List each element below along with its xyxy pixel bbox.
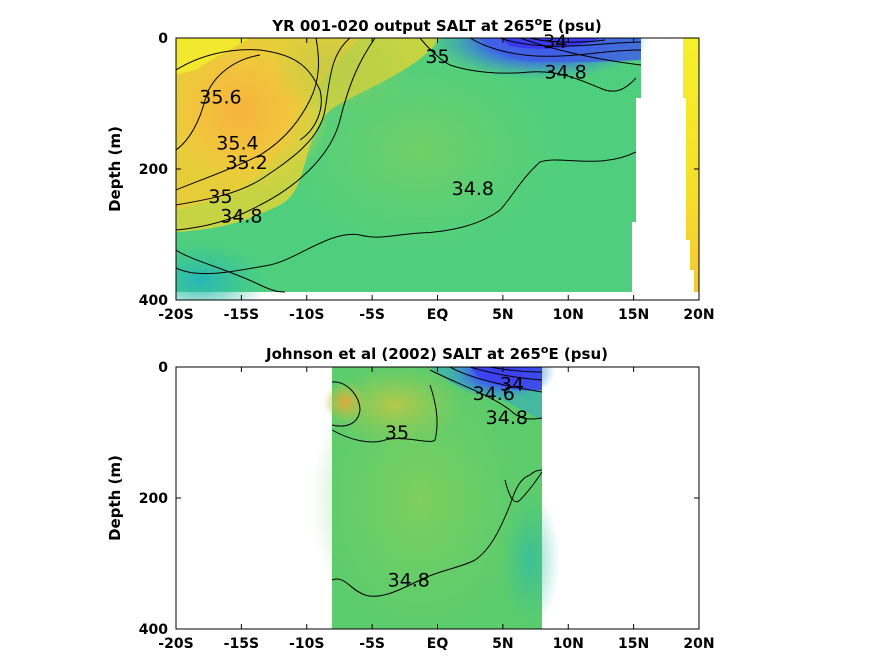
top-ticks: -20S -15S -10S -5S EQ 5N 10N 15N 20N 0 200 400 [139, 31, 715, 323]
top-contour-label: 35 [425, 46, 449, 68]
top-contour-label: 34.8 [544, 62, 586, 84]
top-contour-field [176, 38, 650, 300]
top-x-tick-label: -10S [289, 307, 324, 323]
top-right-strip [683, 38, 699, 292]
top-x-tick-label: -20S [158, 307, 193, 323]
top-x-tick-label: 20N [683, 307, 714, 323]
bottom-contour-field [310, 367, 560, 629]
bottom-x-tick-label: EQ [427, 636, 449, 652]
bottom-x-tick-label: -5S [359, 636, 385, 652]
top-x-tick-label: 15N [618, 307, 649, 323]
top-contour-label: 34 [543, 31, 567, 53]
top-contour-label: 35.2 [225, 152, 267, 174]
bottom-x-tick-label: -15S [224, 636, 259, 652]
bottom-x-tick-label: 20N [683, 636, 714, 652]
top-y-tick-label: 200 [139, 162, 168, 178]
top-contour-label: 35.6 [199, 87, 241, 109]
bottom-contour-label: 34.6 [473, 383, 515, 405]
top-x-tick-label: -5S [359, 307, 385, 323]
top-y-tick-label: 400 [139, 293, 168, 309]
top-chart-title: YR 001-020 output SALT at 265oE (psu) [271, 15, 602, 35]
bottom-x-tick-label: 15N [618, 636, 649, 652]
bottom-y-axis-label: Depth (m) [106, 455, 124, 541]
top-y-tick-label: 0 [158, 31, 168, 47]
top-contour-label: 35 [208, 186, 232, 208]
top-y-axis-label: Depth (m) [106, 126, 124, 212]
top-contour-label: 34.8 [452, 178, 494, 200]
bottom-x-tick-label: 5N [492, 636, 513, 652]
bottom-contour-label: 34 [500, 374, 524, 396]
bottom-panel: -20S -15S -10S -5S EQ 5N 10N 15N 20N 0 200 400 35 34… [106, 343, 715, 652]
bottom-x-tick-label: 10N [553, 636, 584, 652]
bottom-y-tick-label: 400 [139, 622, 168, 638]
top-contour-label: 34.8 [220, 206, 262, 228]
bottom-y-tick-label: 200 [139, 491, 168, 507]
bottom-contour-label: 34.8 [486, 407, 528, 429]
bottom-y-tick-label: 0 [158, 360, 168, 376]
top-x-tick-label: EQ [427, 307, 449, 323]
bottom-contour-label: 35 [385, 422, 409, 444]
top-x-tick-label: 5N [492, 307, 513, 323]
bottom-contour-label: 34.8 [388, 569, 430, 591]
bottom-x-tick-label: -20S [158, 636, 193, 652]
top-panel: -20S -15S -10S -5S EQ 5N 10N 15N 20N 0 200 400 35.6… [106, 15, 715, 323]
bottom-ticks: -20S -15S -10S -5S EQ 5N 10N 15N 20N 0 200 400 [139, 360, 715, 652]
bottom-x-tick-label: -10S [289, 636, 324, 652]
top-x-tick-label: -15S [224, 307, 259, 323]
top-x-tick-label: 10N [553, 307, 584, 323]
top-contour-label: 35.4 [216, 132, 258, 154]
bottom-chart-title: Johnson et al (2002) SALT at 265oE (psu) [265, 343, 608, 363]
